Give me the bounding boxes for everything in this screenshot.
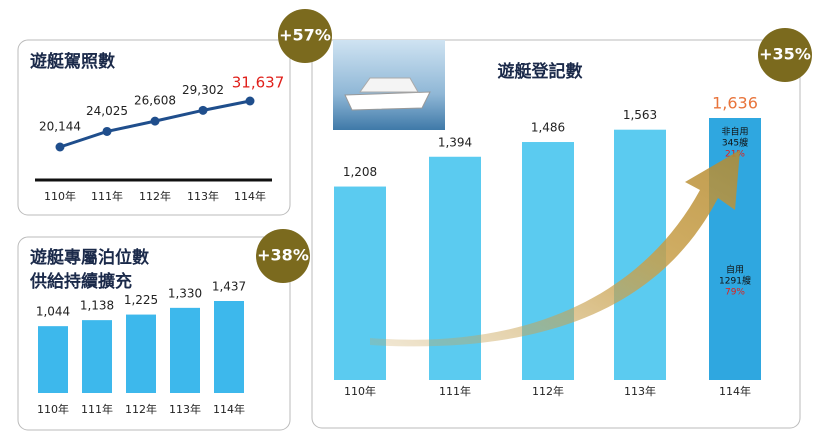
breakdown-count: 1291艘 [719, 275, 751, 287]
badge [256, 229, 310, 283]
x-tick-label: 113年 [169, 402, 201, 416]
point [198, 105, 208, 115]
x-tick-label: 114年 [213, 402, 245, 416]
value-label: 31,637 [232, 74, 285, 92]
bar [38, 326, 68, 393]
value-label: 1,394 [438, 135, 472, 149]
value-label: 1,225 [124, 293, 158, 307]
x-tick-label: 113年 [624, 384, 656, 398]
bar [214, 301, 244, 393]
x-tick-label: 112年 [125, 402, 157, 416]
x-tick-label: 114年 [234, 189, 266, 203]
panel [17, 39, 291, 216]
bar [522, 142, 574, 380]
badge-label: +38% [257, 246, 309, 265]
value-label: 1,208 [343, 165, 377, 179]
point [150, 116, 160, 126]
bar [334, 186, 386, 380]
chart-title: 遊艇登記數 [498, 61, 583, 82]
value-label: 1,636 [712, 94, 758, 113]
value-label: 1,044 [36, 305, 70, 319]
value-label: 1,486 [531, 121, 565, 135]
point [55, 142, 65, 152]
value-label: 29,302 [182, 83, 224, 97]
badge-label: +35% [759, 45, 811, 64]
bar [82, 320, 112, 393]
breakdown-share: 79% [725, 288, 745, 298]
x-tick-label: 110年 [344, 384, 376, 398]
breakdown-name: 自用 [726, 264, 744, 276]
value-label: 1,138 [80, 299, 114, 313]
bar [126, 314, 156, 393]
chart-title: 遊艇駕照數 [30, 51, 115, 72]
x-tick-label: 113年 [187, 189, 219, 203]
boat [344, 91, 431, 111]
value-label: 1,563 [623, 108, 657, 122]
value-label: 1,330 [168, 286, 202, 300]
growth-arrow [370, 150, 740, 347]
boat [359, 77, 419, 93]
point [245, 96, 255, 106]
chart-title: 遊艇專屬泊位數 [30, 247, 149, 268]
bar [170, 307, 200, 393]
x-tick-label: 112年 [532, 384, 564, 398]
x-tick-label: 111年 [91, 189, 123, 203]
value-label: 24,025 [86, 104, 128, 118]
badge [278, 9, 332, 63]
x-tick-label: 112年 [139, 189, 171, 203]
x-tick-label: 111年 [81, 402, 113, 416]
badge [758, 28, 812, 82]
value-label: 26,608 [134, 94, 176, 108]
x-tick-label: 114年 [719, 384, 751, 398]
breakdown-name: 非自用 [721, 126, 748, 138]
bar [429, 156, 481, 380]
value-label: 1,437 [212, 280, 246, 294]
point [102, 126, 112, 136]
x-tick-label: 110年 [44, 189, 76, 203]
value-label: 20,144 [39, 120, 81, 134]
x-tick-label: 111年 [439, 384, 471, 398]
x-tick-label: 110年 [37, 402, 69, 416]
breakdown-count: 345艘 [722, 137, 748, 149]
badge-label: +57% [279, 26, 331, 45]
chart-subtitle: 供給持續擴充 [29, 271, 132, 292]
